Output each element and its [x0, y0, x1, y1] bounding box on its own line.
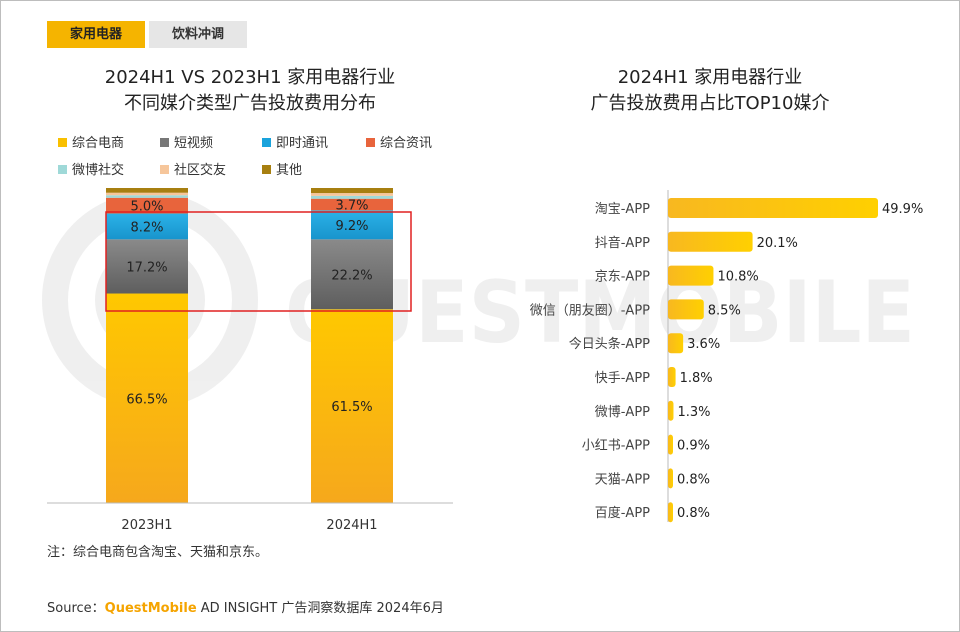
left-title-line-1: 2024H1 VS 2023H1 家用电器行业: [104, 67, 396, 88]
hbar-value-label: 0.9%: [677, 439, 710, 454]
hbar-value-label: 49.9%: [882, 202, 923, 217]
hbar-category-label: 天猫-APP: [595, 472, 650, 487]
hbar: [668, 468, 673, 489]
legend-item-weibo: 微博社交: [58, 159, 124, 178]
bar-segment: [311, 193, 393, 196]
segment-label: 22.2%: [331, 268, 372, 283]
bar-segment: [106, 293, 188, 503]
legend-label: 综合资讯: [380, 136, 433, 151]
hbar-value-label: 0.8%: [677, 506, 710, 521]
bar-segment: [106, 239, 188, 294]
segment-label: 5.0%: [130, 200, 163, 215]
legend-label: 社区交友: [174, 163, 227, 178]
x-tick-label: 2023H1: [121, 518, 172, 533]
source-rest: AD INSIGHT 广告洞察数据库 2024年6月: [196, 601, 444, 616]
hbar-value-label: 3.6%: [687, 337, 720, 352]
chart-note: 注：综合电商包含淘宝、天猫和京东。: [47, 545, 269, 560]
hbar: [668, 333, 684, 354]
bar-segment: [311, 188, 393, 194]
hbar: [668, 265, 714, 286]
hbar-value-label: 1.3%: [677, 405, 710, 420]
legend-item-short-video: 短视频: [160, 132, 213, 151]
bar-segment: [311, 309, 393, 503]
segment-label: 17.2%: [126, 260, 167, 275]
source-line: Source：QuestMobile AD INSIGHT 广告洞察数据库 20…: [47, 597, 444, 616]
legend-swatch: [160, 165, 169, 174]
legend-swatch: [160, 138, 169, 147]
hbar-category-label: 小红书-APP: [582, 438, 650, 454]
segment-label: 66.5%: [126, 392, 167, 407]
hbar-category-label: 抖音-APP: [595, 235, 650, 251]
bar-segment: [311, 198, 393, 211]
legend-item-community: 社区交友: [160, 159, 226, 178]
bar-segment: [106, 213, 188, 240]
segment-label: 8.2%: [130, 220, 163, 235]
hbar: [668, 434, 673, 455]
hbar-category-label: 淘宝-APP: [595, 202, 650, 217]
hbar-value-label: 1.8%: [680, 371, 713, 386]
legend-label: 即时通讯: [276, 136, 329, 151]
hbar: [668, 299, 704, 320]
right-chart-title: 2024H1 家用电器行业 广告投放费用占比TOP10媒介: [560, 65, 860, 117]
legend-item-news: 综合资讯: [366, 132, 432, 151]
legend-swatch: [58, 165, 67, 174]
x-tick-label: 2024H1: [326, 518, 377, 533]
right-title-line-1: 2024H1 家用电器行业: [617, 67, 803, 88]
hbar-value-label: 0.8%: [677, 472, 710, 487]
segment-label: 9.2%: [335, 219, 368, 234]
tab-beverages[interactable]: 饮料冲调: [149, 21, 247, 48]
hbar-category-label: 京东-APP: [595, 270, 650, 285]
stacked-bar-chart: 66.5% 17.2% 8.2% 5.0% 2023H1 61.5% 22.2% 9.2% 3.…: [47, 188, 453, 533]
bar-segment: [106, 197, 188, 214]
legend-item-im: 即时通讯: [262, 132, 328, 151]
hbar-category-label: 微信（朋友圈）-APP: [530, 302, 650, 318]
segment-label: 3.7%: [335, 199, 368, 214]
legend-item-ecommerce: 综合电商: [58, 132, 124, 151]
legend-label: 短视频: [174, 136, 214, 151]
bar-segment: [106, 195, 188, 198]
legend-swatch: [366, 138, 375, 147]
hbar: [668, 367, 676, 387]
legend-swatch: [262, 165, 271, 174]
source-prefix: Source：: [47, 601, 105, 616]
hbar: [668, 231, 753, 252]
hbar: [668, 502, 673, 523]
hbar-value-label: 8.5%: [708, 303, 741, 318]
bar-segment: [311, 239, 393, 310]
legend-label: 其他: [276, 163, 303, 178]
horizontal-bar-chart: 淘宝-APP 49.9% 抖音-APP 20.1% 京东-APP 10.8% 微信（朋友圈）…: [530, 190, 923, 523]
right-title-line-2: 广告投放费用占比TOP10媒介: [590, 93, 830, 114]
bar-segment: [311, 210, 393, 240]
highlight-box: [105, 211, 412, 312]
legend-item-other: 其他: [262, 159, 302, 178]
hbar-category-label: 百度-APP: [595, 505, 650, 521]
bar-segment: [106, 188, 188, 193]
hbar: [668, 198, 878, 218]
left-title-line-2: 不同媒介类型广告投放费用分布: [124, 93, 376, 114]
legend-label: 综合电商: [72, 136, 125, 151]
hbar-value-label: 20.1%: [757, 236, 798, 251]
source-brand: QuestMobile: [104, 601, 197, 616]
tab-home-appliances[interactable]: 家用电器: [47, 21, 145, 48]
hbar: [668, 400, 674, 421]
left-chart-title: 2024H1 VS 2023H1 家用电器行业 不同媒介类型广告投放费用分布: [47, 65, 453, 117]
bar-segment: [106, 192, 188, 196]
hbar-category-label: 快手-APP: [595, 371, 650, 386]
segment-label: 61.5%: [331, 400, 372, 415]
hbar-category-label: 今日头条-APP: [569, 336, 650, 352]
legend-swatch: [262, 138, 271, 147]
hbar-category-label: 微博-APP: [595, 405, 650, 420]
bar-segment: [311, 195, 393, 199]
legend-swatch: [58, 138, 67, 147]
legend-label: 微博社交: [72, 163, 125, 178]
hbar-value-label: 10.8%: [717, 270, 758, 285]
